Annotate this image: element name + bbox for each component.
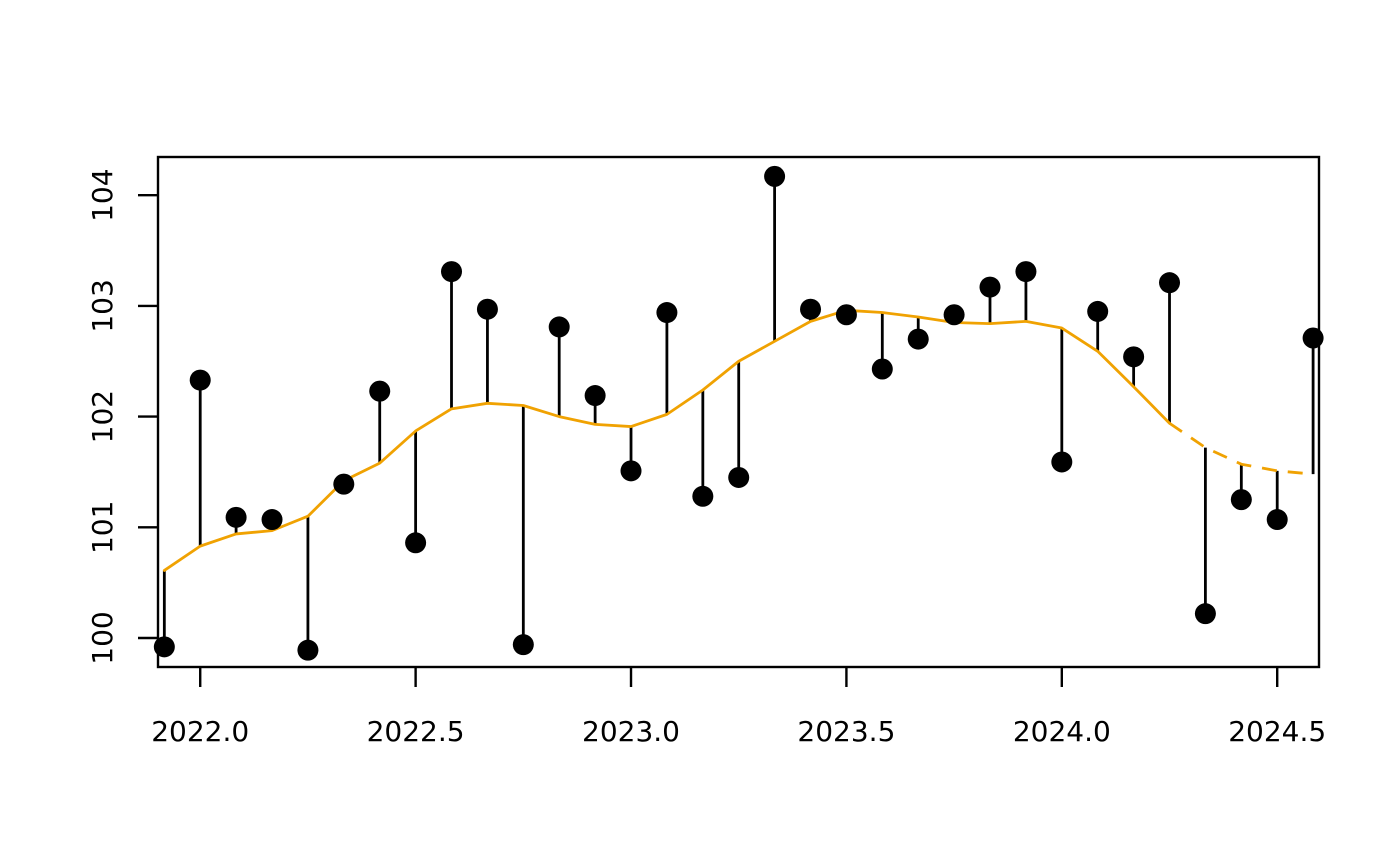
data-point: [692, 485, 714, 507]
data-point: [1123, 346, 1145, 368]
x-axis-tick-label: 2022.0: [151, 715, 249, 748]
data-point: [189, 369, 211, 391]
data-point: [1051, 451, 1073, 473]
data-point: [548, 316, 570, 338]
x-axis-tick-label: 2023.5: [797, 715, 895, 748]
y-axis-tick-label: 100: [86, 611, 119, 664]
data-point: [1266, 509, 1288, 531]
data-point: [1302, 327, 1324, 349]
x-axis-tick-label: 2024.5: [1228, 715, 1326, 748]
y-axis-tick-label: 101: [86, 501, 119, 554]
data-point: [907, 328, 929, 350]
data-point: [369, 380, 391, 402]
y-axis-tick-label: 104: [86, 168, 119, 221]
data-point: [1159, 272, 1181, 294]
trend-line-dashed: [1168, 422, 1314, 476]
data-point: [728, 466, 750, 488]
data-point: [512, 634, 534, 656]
trend-line-solid: [162, 308, 1171, 572]
x-axis-tick-label: 2022.5: [367, 715, 465, 748]
data-point: [1194, 603, 1216, 625]
data-point: [943, 304, 965, 326]
data-point: [835, 304, 857, 326]
data-point: [979, 276, 1001, 298]
data-point: [1230, 489, 1252, 511]
data-point: [405, 532, 427, 554]
x-axis-tick-label: 2024.0: [1013, 715, 1111, 748]
data-point: [656, 302, 678, 324]
data-point: [1087, 300, 1109, 322]
data-point: [764, 165, 786, 187]
plot-frame: [156, 155, 1321, 669]
y-axis-tick-label: 102: [86, 390, 119, 443]
data-point: [871, 358, 893, 380]
data-point: [1015, 261, 1037, 283]
y-axis-tick-label: 103: [86, 279, 119, 332]
data-point: [297, 639, 319, 661]
x-axis-tick-label: 2023.0: [582, 715, 680, 748]
data-point: [584, 385, 606, 407]
data-point: [225, 506, 247, 528]
data-point: [441, 261, 463, 283]
data-point: [620, 460, 642, 482]
data-point: [800, 298, 822, 320]
data-point: [476, 298, 498, 320]
data-point: [333, 473, 355, 495]
data-point: [261, 509, 283, 531]
